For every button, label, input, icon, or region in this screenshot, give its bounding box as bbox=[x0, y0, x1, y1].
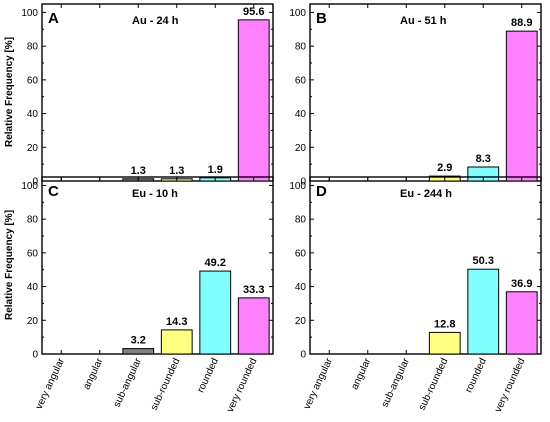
panel-c-ytick-label-60: 60 bbox=[27, 248, 39, 259]
panel-c-bar-2 bbox=[122, 348, 155, 355]
panel-c-ytick-label-0: 0 bbox=[32, 350, 38, 361]
panel-a-ytick-label-0: 0 bbox=[32, 177, 38, 188]
panel-d-ytick-label-20: 20 bbox=[295, 316, 307, 327]
panel-c-xtick-label-5: very rounded bbox=[225, 357, 260, 415]
panel-d-data-label-5: 36.9 bbox=[511, 278, 532, 290]
panel-d-xtick-label-2: sub-angular bbox=[380, 356, 413, 409]
panel-d-xtick-label-5: very rounded bbox=[493, 357, 528, 415]
panel-a-ytick-label-20: 20 bbox=[27, 143, 39, 154]
panel-c-xtick-label-2: sub-angular bbox=[112, 356, 145, 409]
panel-d-ytick-label-40: 40 bbox=[295, 282, 307, 293]
y-axis-label-top: Relative Frequency [%] bbox=[4, 37, 15, 147]
panel-d-bar-4 bbox=[467, 268, 500, 355]
panel-c-letter: C bbox=[48, 183, 59, 200]
panel-c-xtick-label-3: sub-rounded bbox=[149, 357, 183, 413]
panel-d-ytick-label-80: 80 bbox=[295, 215, 307, 226]
panel-b-data-label-4: 8.3 bbox=[476, 153, 491, 165]
panel-d-ytick-label-0: 0 bbox=[300, 350, 306, 361]
panel-d-xtick-label-1: angular bbox=[349, 356, 373, 391]
panel-c-data-label-3: 14.3 bbox=[166, 316, 187, 328]
panel-d-data-label-3: 12.8 bbox=[434, 318, 455, 330]
panel-c-data-label-4: 49.2 bbox=[205, 257, 226, 269]
panel-a-ytick-label-80: 80 bbox=[27, 42, 39, 53]
panel-c-frame bbox=[41, 176, 274, 355]
panel-d-ytick-label-100: 100 bbox=[289, 181, 306, 192]
panel-c-data-label-2: 3.2 bbox=[131, 335, 146, 347]
panel-c-bar-5 bbox=[237, 297, 270, 355]
panel-a-data-label-3: 1.3 bbox=[169, 165, 184, 177]
panel-d-title: Eu - 244 h bbox=[400, 188, 452, 200]
panel-b-ytick-label-0: 0 bbox=[300, 177, 306, 188]
panel-c-xtick-label-4: rounded bbox=[195, 357, 220, 395]
panel-c-ytick-label-40: 40 bbox=[27, 282, 39, 293]
panel-a-data-label-4: 1.9 bbox=[208, 164, 223, 176]
panel-a-bar-5 bbox=[237, 19, 270, 182]
panel-d-letter: D bbox=[316, 183, 327, 200]
panel-d-xtick-label-4: rounded bbox=[463, 357, 488, 395]
panel-c-xtick-label-0: very angular bbox=[34, 356, 68, 411]
panel-a-title: Au - 24 h bbox=[132, 15, 179, 27]
panel-c-title: Eu - 10 h bbox=[132, 188, 178, 200]
panel-a-ytick-label-60: 60 bbox=[27, 75, 39, 86]
panel-b-data-label-3: 2.9 bbox=[437, 162, 452, 174]
panel-c-data-label-5: 33.3 bbox=[243, 284, 264, 296]
panel-b-ytick-label-20: 20 bbox=[295, 143, 307, 154]
panel-a-ytick-label-40: 40 bbox=[27, 109, 39, 120]
panel-a-data-label-2: 1.3 bbox=[131, 165, 146, 177]
panel-d-xtick-label-0: very angular bbox=[302, 356, 336, 411]
panel-d-ytick-label-60: 60 bbox=[295, 248, 307, 259]
panel-c-bar-3 bbox=[160, 329, 193, 355]
panel-b-data-label-5: 88.9 bbox=[511, 17, 532, 29]
panel-b-letter: B bbox=[316, 10, 327, 27]
panel-c-ytick-label-20: 20 bbox=[27, 316, 39, 327]
panel-b-title: Au - 51 h bbox=[400, 15, 447, 27]
panel-a-data-label-5: 95.6 bbox=[243, 6, 264, 18]
panel-d-bar-5 bbox=[505, 291, 538, 355]
panel-d-frame bbox=[309, 176, 542, 355]
panel-c-ytick-label-80: 80 bbox=[27, 215, 39, 226]
panel-b-ytick-label-80: 80 bbox=[295, 42, 307, 53]
panel-b-bar-5 bbox=[505, 30, 538, 182]
panel-b-ytick-label-60: 60 bbox=[295, 75, 307, 86]
y-axis-label-bottom: Relative Frequency [%] bbox=[4, 210, 15, 320]
panel-c-xtick-label-1: angular bbox=[81, 356, 105, 391]
panel-d-bar-3 bbox=[428, 331, 461, 355]
panel-b-ytick-label-100: 100 bbox=[289, 8, 306, 19]
panel-a-frame bbox=[41, 3, 274, 182]
panel-a-ytick-label-100: 100 bbox=[21, 8, 38, 19]
panel-b-ytick-label-40: 40 bbox=[295, 109, 307, 120]
panel-c-ytick-label-100: 100 bbox=[21, 181, 38, 192]
panel-d-xtick-label-3: sub-rounded bbox=[417, 357, 451, 413]
panel-c-bar-4 bbox=[199, 270, 232, 355]
panel-a-letter: A bbox=[48, 10, 59, 27]
panel-d-data-label-4: 50.3 bbox=[473, 255, 494, 267]
panel-b-frame bbox=[309, 3, 542, 182]
